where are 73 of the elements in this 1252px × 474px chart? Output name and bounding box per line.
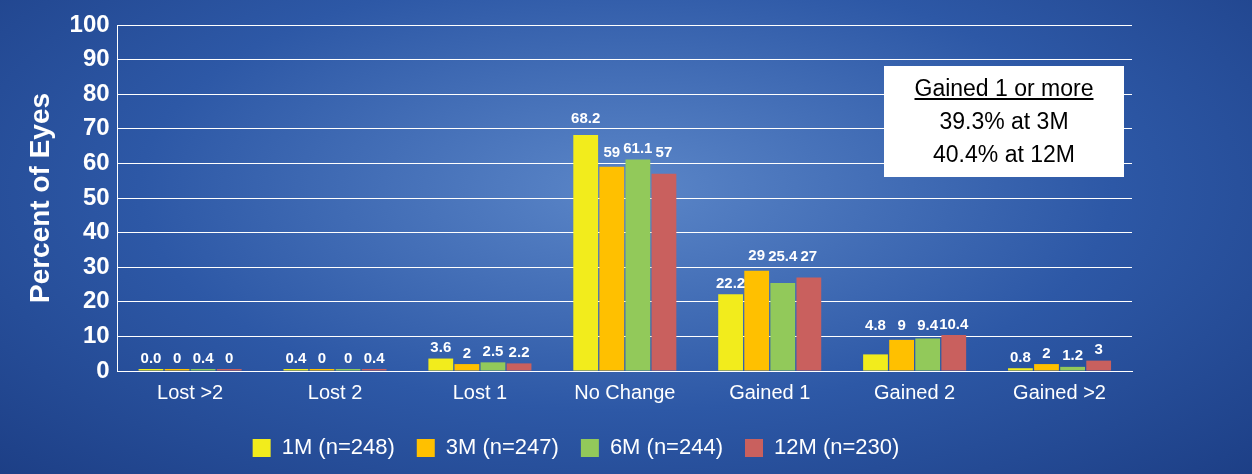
bar <box>770 283 796 371</box>
bar <box>889 339 914 371</box>
bar <box>1008 368 1033 371</box>
y-tick-label: 40 <box>82 217 110 245</box>
x-tick-label: Gained >2 <box>1013 380 1106 403</box>
y-tick-label: 50 <box>82 182 110 210</box>
annotation: 40.4% at 12M <box>932 140 1076 169</box>
data-label: 0.8 <box>1009 347 1031 365</box>
data-label: 0.4 <box>192 348 215 366</box>
bar <box>718 294 743 371</box>
data-label: 27 <box>800 247 818 265</box>
data-label: 68.2 <box>571 108 601 126</box>
bar <box>573 135 599 371</box>
data-label: 2.2 <box>508 343 530 361</box>
data-label: 57 <box>655 143 673 161</box>
annotation: Gained 1 or more <box>913 74 1095 103</box>
annotation: 39.3% at 3M <box>938 107 1070 136</box>
data-label: 4.8 <box>865 316 886 334</box>
data-label: 0.0 <box>140 348 162 366</box>
y-tick-label: 10 <box>82 321 110 349</box>
bar <box>744 270 770 371</box>
bar <box>625 159 651 371</box>
data-label: 9.4 <box>917 316 939 334</box>
data-label: 29 <box>748 246 766 264</box>
data-label: 0 <box>225 348 234 366</box>
bar <box>863 354 888 371</box>
bar <box>599 166 625 371</box>
y-tick-label: 90 <box>82 44 110 72</box>
y-tick-label: 30 <box>82 251 110 279</box>
y-tick-label: 60 <box>82 148 110 176</box>
legend-label: 12M (n=230) <box>774 434 900 460</box>
data-label: 59 <box>603 142 621 160</box>
bar <box>1034 364 1059 371</box>
bar <box>915 338 941 371</box>
x-tick-label: Lost >2 <box>157 380 224 403</box>
data-label: 0 <box>172 348 182 366</box>
data-label: 0.4 <box>285 348 307 366</box>
bar <box>480 362 506 371</box>
data-label: 2.5 <box>482 341 504 359</box>
legend-label: 6M (n=244) <box>609 434 724 460</box>
y-axis-title: Percent of Eyes <box>23 92 55 304</box>
y-tick-label: 100 <box>69 9 110 37</box>
bar <box>454 364 480 371</box>
bar <box>1060 366 1085 371</box>
data-label: 2 <box>462 343 472 361</box>
legend-label: 3M (n=247) <box>445 434 559 460</box>
bar <box>651 173 677 371</box>
y-tick-label: 80 <box>82 78 110 106</box>
data-label: 25.4 <box>768 246 799 264</box>
y-tick-label: 70 <box>82 113 110 141</box>
data-label: 0 <box>343 348 353 366</box>
x-tick-label: Lost 1 <box>452 380 508 403</box>
bar <box>941 335 967 371</box>
y-tick-label: 20 <box>82 286 110 314</box>
data-label: 0.4 <box>363 348 386 366</box>
data-label: 3.6 <box>430 338 452 356</box>
data-label: 1.2 <box>1062 346 1084 364</box>
bar <box>506 363 532 371</box>
x-tick-label: Gained 2 <box>874 380 956 403</box>
x-tick-label: Gained 1 <box>729 380 811 403</box>
x-tick-label: No Change <box>574 380 676 403</box>
bar <box>428 358 454 371</box>
data-label: 0 <box>317 348 327 366</box>
y-tick-label: 0 <box>96 355 110 383</box>
data-label: 3 <box>1094 340 1103 358</box>
x-tick-label: Lost 2 <box>307 380 363 403</box>
data-label: 2 <box>1042 343 1051 361</box>
data-label: 10.4 <box>939 314 970 332</box>
data-label: 9 <box>897 315 906 333</box>
bar <box>1086 360 1112 371</box>
data-label: 61.1 <box>623 139 653 157</box>
legend-label: 1M (n=248) <box>281 434 395 460</box>
bar <box>796 277 822 371</box>
